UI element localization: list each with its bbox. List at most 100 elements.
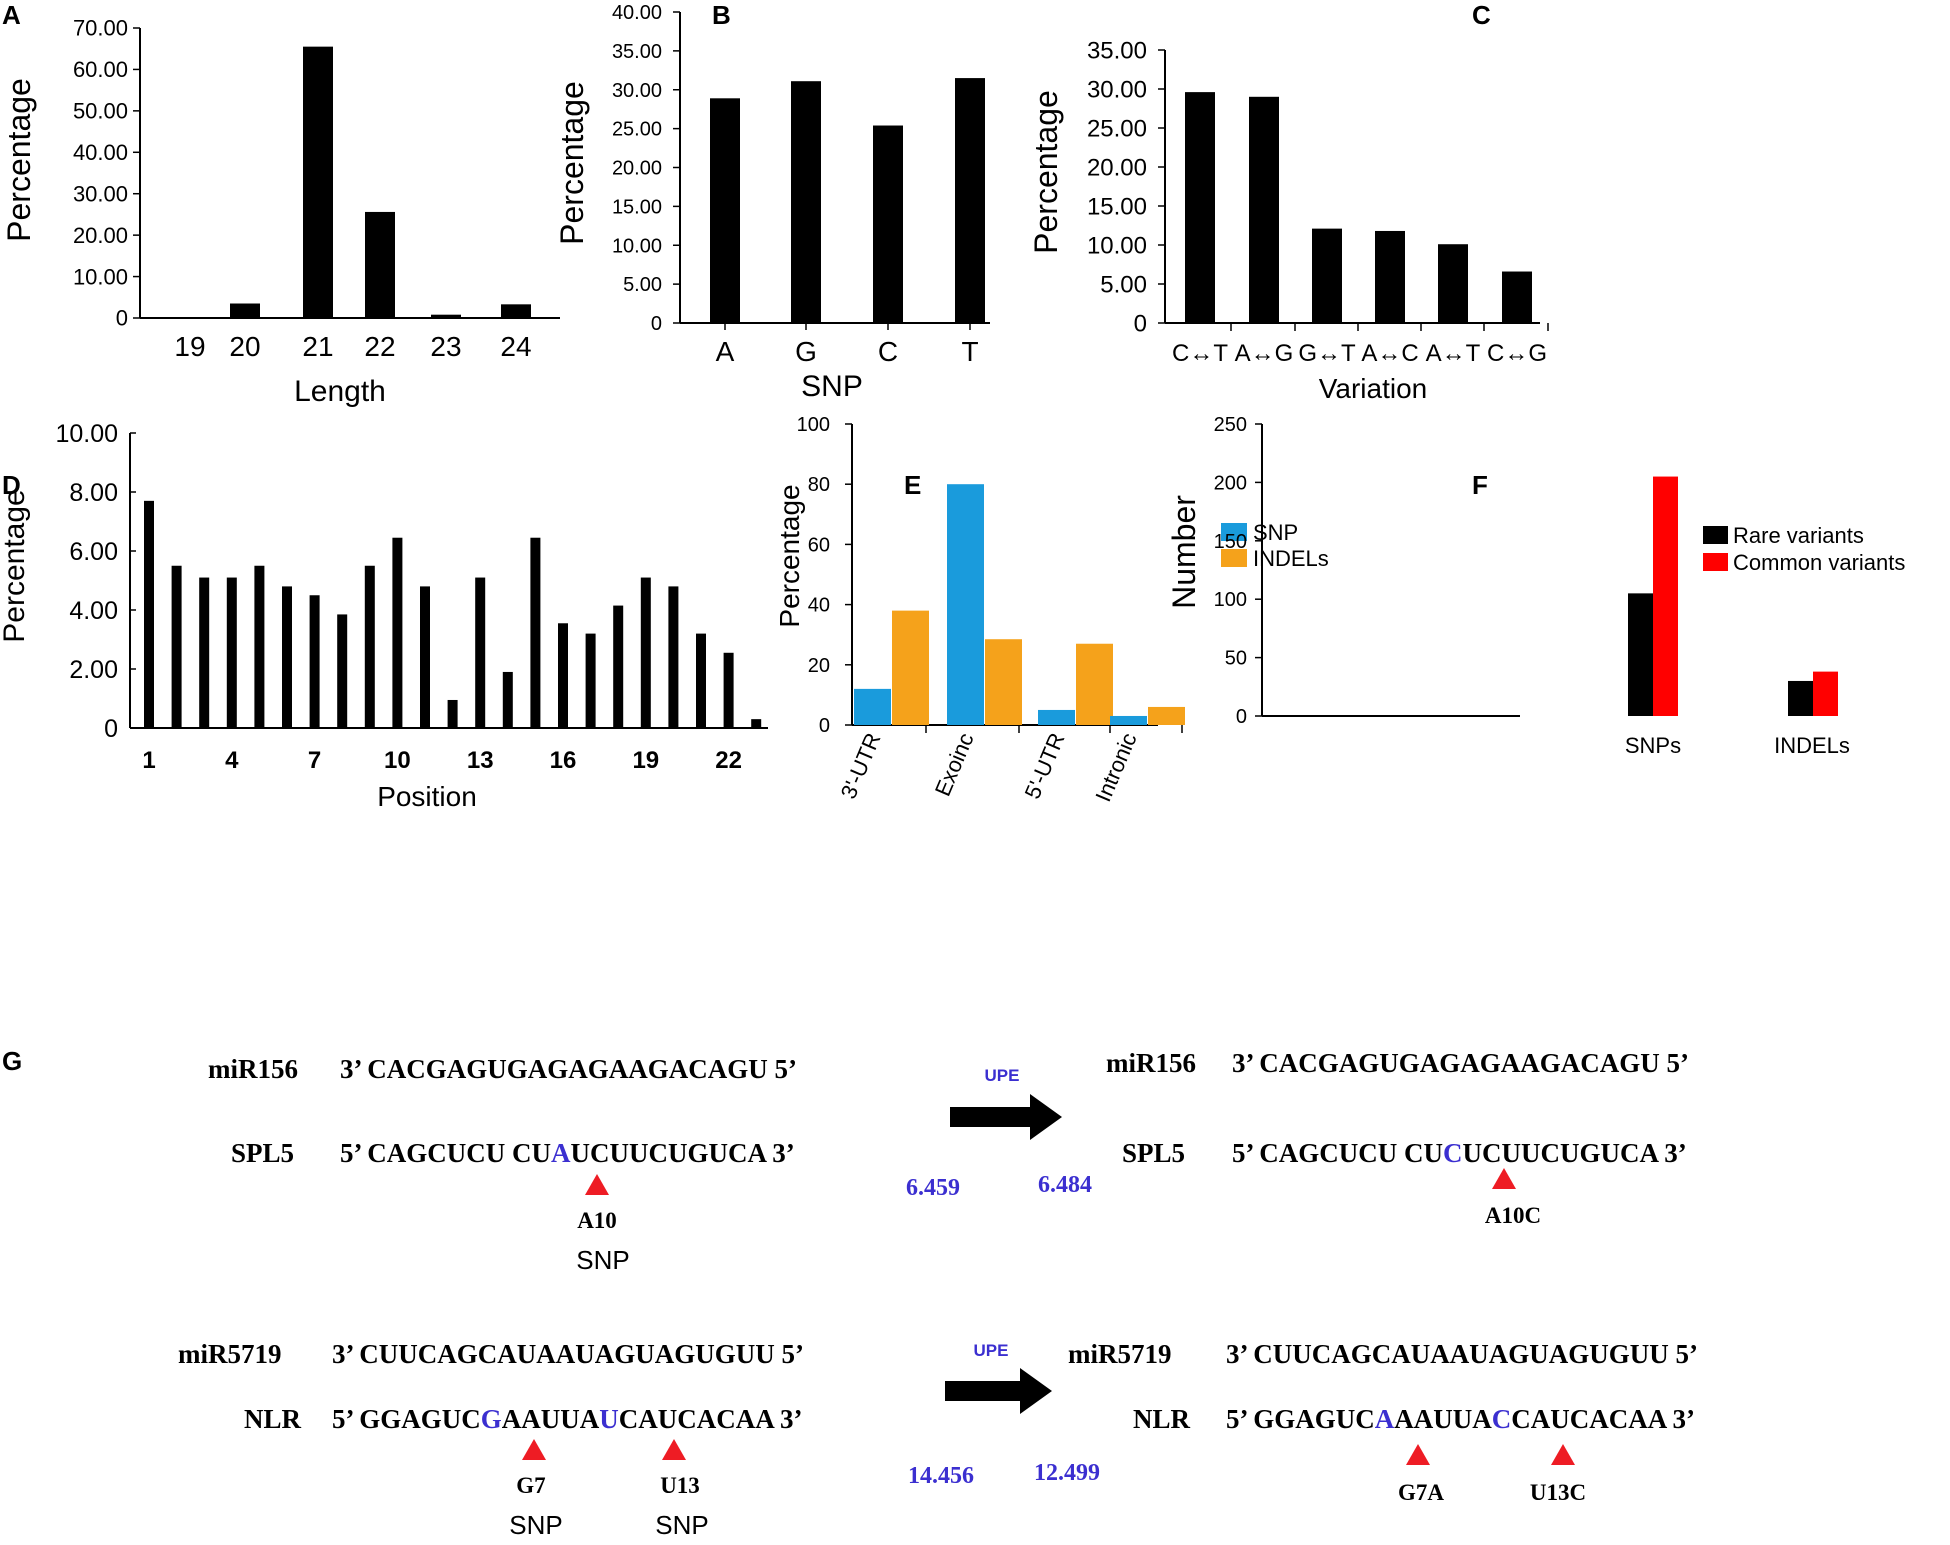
b-bar	[955, 78, 985, 324]
b-y-axis-title: Percentage	[554, 81, 590, 245]
e-legend-swatch-snp	[1221, 523, 1247, 541]
b-x-tick-label: G	[795, 336, 817, 367]
c-x-axis-title: Variation	[1319, 373, 1427, 404]
e-y-tick-label: 80	[808, 474, 830, 496]
b-x-tick-label: A	[716, 336, 735, 367]
d-bar	[254, 565, 265, 728]
f-bar-rare	[1788, 680, 1813, 716]
d-bar	[226, 577, 237, 728]
f-y-axis-title: Number	[1166, 495, 1202, 609]
target-seq-left-2-post: CAUCACAA 3’	[619, 1404, 803, 1434]
e-x-tick-label: Exoinc	[930, 729, 979, 800]
chart-a: 0 10.00 20.00 30.00 40.00 50.00 60.00 70.00 Perc…	[1, 16, 560, 408]
e-y-tick-label: 40	[808, 595, 830, 617]
e-y-axis-title: Percentage	[774, 484, 805, 627]
d-bar	[392, 537, 403, 728]
e-legend-swatch-indels	[1221, 549, 1247, 567]
target-seq-left-snp: A	[551, 1138, 571, 1168]
mutation-label-u13c: U13C	[1530, 1480, 1586, 1505]
c-bar	[1502, 271, 1532, 323]
c-bar	[1438, 244, 1468, 323]
d-bar	[668, 586, 679, 728]
c-x-tick-label: A↔G	[1235, 340, 1294, 367]
mutation-label-a10c: A10C	[1485, 1203, 1541, 1228]
f-legend-swatch-rare	[1703, 526, 1728, 544]
mutation-marker-u13c	[1551, 1444, 1575, 1465]
c-bar	[1185, 92, 1215, 324]
b-bar	[710, 98, 740, 324]
f-x-tick-label: SNPs	[1625, 733, 1681, 758]
f-bar-common	[1653, 476, 1678, 716]
b-bar	[873, 125, 903, 323]
c-y-tick-label: 30.00	[1087, 76, 1147, 103]
target-seq-right-post: UCUUCUGUCA 3’	[1462, 1138, 1686, 1168]
c-y-tick-label: 10.00	[1087, 232, 1147, 259]
a-x-tick-label: 19	[174, 331, 205, 362]
target-seq-right: 5’ CAGCUCU CUCUCUUCUGUCA 3’	[1232, 1138, 1687, 1168]
c-bar	[1312, 228, 1342, 323]
mirna-name-right: miR156	[1106, 1048, 1196, 1078]
d-y-tick-label: 8.00	[69, 479, 118, 507]
c-y-tick-label: 15.00	[1087, 193, 1147, 220]
score-right-row1: 6.484	[1038, 1172, 1092, 1198]
a-x-axis-title: Length	[294, 375, 386, 408]
target-seq-left-post: UCUUCUGUCA 3’	[570, 1138, 794, 1168]
b-y-tick-label: 5.00	[623, 274, 662, 296]
c-x-tick-label: G↔T	[1298, 340, 1356, 367]
e-x-tick-label: 5'-UTR	[1020, 729, 1070, 802]
d-y-tick-label: 6.00	[69, 538, 118, 566]
d-x-axis-title: Position	[377, 781, 477, 812]
e-bar-indels	[985, 639, 1022, 725]
c-y-tick-label: 35.00	[1087, 37, 1147, 64]
b-y-tick-label: 30.00	[612, 80, 662, 102]
upe-label-row2: UPE	[974, 1341, 1009, 1360]
panel-label-g: G	[2, 1046, 22, 1076]
c-x-tick-label: C↔G	[1487, 340, 1547, 367]
e-bar-snp	[854, 688, 891, 725]
c-x-tick-label: A↔C	[1361, 340, 1418, 367]
snp-position-a10: A10	[577, 1208, 617, 1233]
panel-label-a: A	[2, 0, 21, 30]
f-y-tick-label: 200	[1214, 472, 1247, 494]
c-y-tick-label: 25.00	[1087, 115, 1147, 142]
a-bar	[365, 211, 395, 318]
target-seq-left-2-pre: 5’ GGAGUC	[332, 1404, 481, 1434]
a-y-tick-label: 60.00	[73, 57, 128, 82]
d-bar	[696, 633, 706, 728]
target-name-left-2: NLR	[244, 1404, 302, 1434]
target-seq-left-2-snp1: G	[481, 1404, 502, 1434]
d-y-tick-label: 4.00	[69, 597, 118, 625]
c-x-tick-label: C↔T	[1172, 340, 1228, 367]
f-x-tick-label: INDELs	[1774, 733, 1850, 758]
d-x-tick-label: 19	[632, 747, 659, 774]
b-x-tick-label: T	[961, 336, 978, 367]
mutation-marker-g7a	[1406, 1444, 1430, 1465]
c-bar	[1249, 96, 1279, 323]
e-x-tick-label: 3'-UTR	[836, 729, 886, 802]
target-seq-right-2-mut1: A	[1375, 1404, 1395, 1434]
mutation-label-g7a: G7A	[1398, 1480, 1444, 1505]
target-seq-left-2: 5’ GGAGUCGAAUUAUCAUCACAA 3’	[332, 1404, 803, 1434]
c-y-tick-label: 0	[1134, 310, 1147, 337]
chart-f: 0 50 100 150 200 250 Number SNPs INDELs Rare vari…	[1166, 414, 1905, 758]
panel-label-d: D	[2, 470, 21, 500]
e-y-tick-label: 0	[819, 715, 830, 737]
a-x-tick-label: 20	[229, 331, 260, 362]
c-y-tick-label: 20.00	[1087, 154, 1147, 181]
e-bar-snp	[1110, 715, 1147, 725]
a-y-axis-title: Percentage	[1, 78, 37, 242]
b-y-tick-label: 10.00	[612, 235, 662, 257]
b-y-tick-label: 40.00	[612, 2, 662, 24]
target-seq-left-2-snp2: U	[599, 1404, 619, 1434]
mirna-seq-right: 3’ CACGAGUGAGAGAAGACAGU 5’	[1232, 1048, 1689, 1078]
d-bar	[282, 586, 292, 728]
d-bar	[613, 605, 624, 728]
snp-word-a10: SNP	[576, 1245, 629, 1275]
target-seq-right-2-post: CAUCACAA 3’	[1511, 1404, 1695, 1434]
target-seq-left-pre: 5’ CAGCUCU CU	[340, 1138, 551, 1168]
d-bar	[640, 577, 651, 728]
mirna-seq-left-2: 3’ CUUCAGCAUAAUAGUAGUGUU 5’	[332, 1339, 804, 1369]
d-bar	[171, 565, 182, 728]
a-x-tick-label: 22	[364, 331, 395, 362]
chart-c: 0 5.00 10.00 15.00 20.00 25.00 30.00 35.00 Perce…	[1028, 37, 1549, 404]
